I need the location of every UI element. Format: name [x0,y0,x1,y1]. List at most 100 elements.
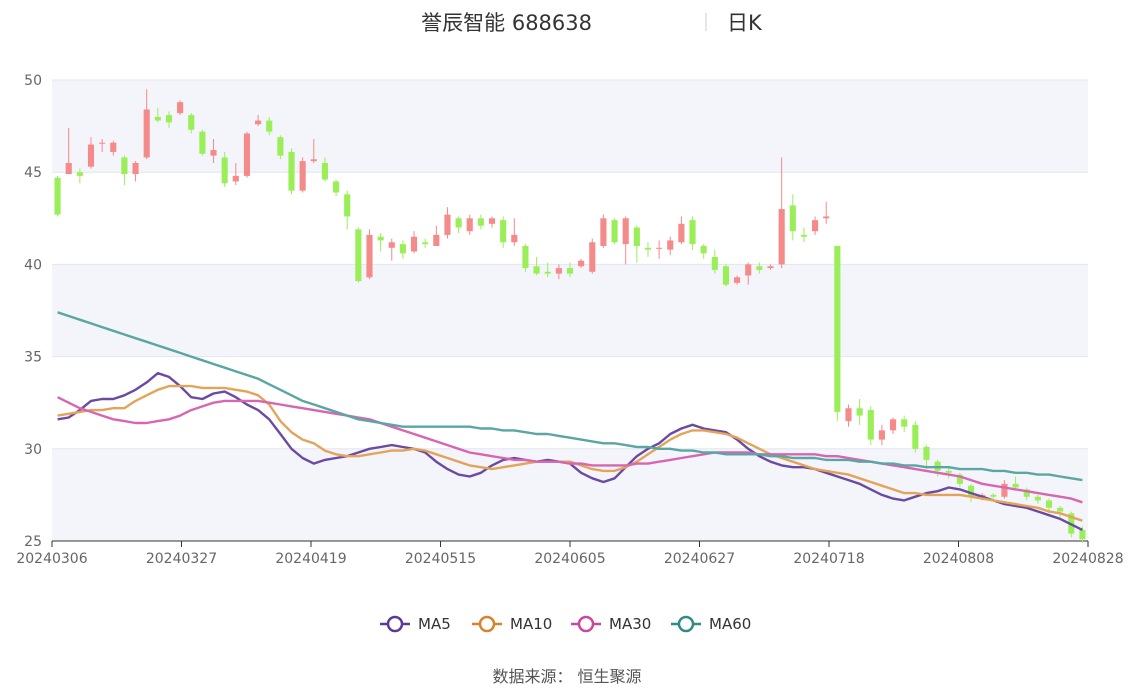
candle-body [388,242,395,248]
legend-marker [478,615,496,633]
candle [778,157,785,269]
candle-body [1045,500,1053,508]
candle-body [344,194,351,217]
candle-body [110,142,117,152]
candle-body [1057,507,1064,512]
candle-body [221,157,228,184]
y-tick-label: 30 [24,442,42,458]
candle [266,116,273,136]
line-ma10 [57,384,1083,522]
candle [756,262,763,274]
candle-body [266,120,273,132]
candle-body [667,240,674,250]
candle [121,155,128,186]
candle-body [878,430,885,440]
chart-subtitle: 日K [727,11,763,35]
candle [1023,487,1030,501]
candle-body [65,162,72,175]
legend-label: MA60 [709,615,751,633]
candle-body [722,266,730,285]
candle [243,131,251,178]
candle-body [255,120,262,125]
candle [745,262,752,285]
candle-body [689,220,696,245]
candle [589,238,596,274]
candle-body [132,162,139,175]
x-tick-label: 20240327 [146,551,217,567]
y-tick-label: 25 [24,534,42,550]
plot-band [52,80,1088,173]
candle-body [87,144,95,167]
candle-body [644,247,652,250]
candle [789,194,796,241]
candle-body [433,234,440,246]
candle [711,249,718,274]
candle [767,264,774,270]
candle-body [210,150,217,156]
candle-body [901,419,908,427]
y-tick-label: 45 [24,165,42,181]
candle [500,216,507,248]
candle-body [310,159,317,162]
legend-item-ma30: MA30 [571,615,651,633]
legend-marker [386,615,404,633]
line-ma30 [57,396,1083,504]
legend-item-ma10: MA10 [472,615,552,633]
candle-body [734,277,741,283]
candle [277,135,284,160]
candle [210,139,217,163]
candle [611,218,618,245]
candle [633,225,640,263]
candle [834,245,841,422]
candle-body [856,408,863,416]
candle-body [165,115,173,123]
candle [110,140,117,156]
legend-item-ma60: MA60 [671,615,751,633]
candle-body [321,162,328,180]
candle [366,229,373,280]
y-tick-label: 50 [24,73,42,89]
candle [455,216,462,234]
candle [889,417,897,435]
candle [466,214,473,235]
candle-body [54,177,61,215]
candle-body [488,218,496,224]
candle-body [578,260,585,267]
moving-average-lines [57,311,1083,531]
candle-body [410,236,418,252]
candle-body [600,218,607,246]
candle-body [566,268,574,274]
candle [310,139,317,163]
x-tick-label: 20240808 [923,551,994,567]
candle-body [1023,489,1030,497]
x-tick-label: 20240828 [1052,551,1123,567]
candle-body [945,470,952,473]
candle-body [767,266,774,269]
plot-band [52,264,1088,357]
candle [622,216,629,265]
candle-body [199,131,206,154]
candle-body [789,205,796,232]
candle-body [99,142,106,144]
candle [656,240,663,259]
candle [199,129,206,156]
candle-body [232,175,239,182]
candle-body [711,257,718,270]
candle-body [1079,529,1086,540]
candle [678,216,685,245]
candle [143,89,150,160]
candle-body [823,216,830,219]
candle [422,238,429,248]
candle-body [812,220,819,232]
candle [923,445,930,470]
x-axis: 20240306 20240327 20240419 20240515 20240605… [16,540,1124,567]
candle [76,168,83,184]
data-source: 数据来源： 恒生聚源 [492,667,641,686]
candle [945,467,952,479]
candle [388,238,395,261]
candle-body [399,244,406,254]
candle-body [834,245,841,412]
candle [734,275,741,285]
candle-body [366,234,373,278]
